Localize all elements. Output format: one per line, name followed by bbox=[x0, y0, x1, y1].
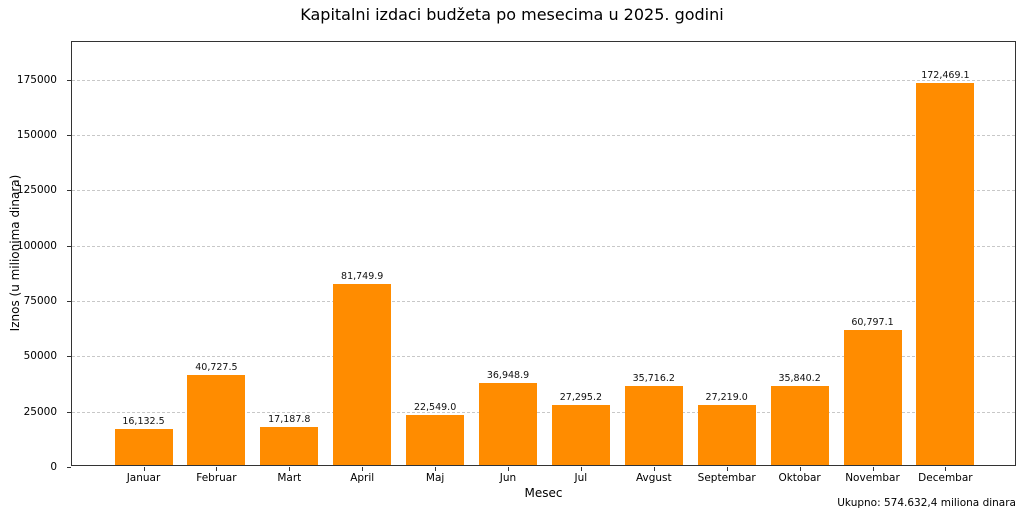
y-tick-mark bbox=[67, 300, 71, 302]
bar-novembar bbox=[843, 330, 902, 465]
bar-april bbox=[333, 284, 392, 465]
x-tick-mark bbox=[653, 467, 655, 471]
y-tick-label: 150000 bbox=[16, 128, 57, 141]
bar-value-label: 172,469.1 bbox=[921, 70, 970, 82]
y-tick-mark bbox=[67, 467, 71, 468]
x-tick-mark bbox=[362, 467, 364, 471]
y-tick-mark bbox=[67, 356, 71, 358]
bar-value-label: 27,295.2 bbox=[559, 391, 603, 403]
y-tick-label: 175000 bbox=[16, 73, 57, 86]
gridline bbox=[72, 245, 1015, 247]
x-tick-label: Decembar bbox=[918, 472, 973, 484]
bar-mart bbox=[260, 426, 319, 465]
bar-oktobar bbox=[770, 385, 829, 465]
bar-value-label: 16,132.5 bbox=[122, 416, 165, 428]
bar-avgust bbox=[624, 385, 683, 465]
bar-maj bbox=[406, 415, 465, 465]
x-tick-mark bbox=[289, 467, 291, 471]
gridline bbox=[72, 356, 1015, 358]
x-tick-mark bbox=[508, 467, 509, 471]
gridline bbox=[72, 134, 1015, 136]
x-tick-label: Novembar bbox=[845, 472, 900, 484]
y-axis-title: Iznos (u milionima dinara) bbox=[8, 174, 22, 332]
bar-value-label: 17,187.8 bbox=[268, 413, 311, 425]
x-tick-mark bbox=[435, 467, 437, 471]
bar-value-label: 81,749.9 bbox=[341, 271, 384, 283]
y-tick-mark bbox=[67, 411, 71, 413]
bar-septembar bbox=[697, 404, 756, 465]
x-tick-mark bbox=[216, 467, 218, 471]
x-tick-label: Januar bbox=[126, 472, 161, 484]
gridline bbox=[72, 79, 1015, 81]
y-tick-label: 50000 bbox=[23, 350, 57, 363]
x-tick-label: Oktobar bbox=[778, 472, 821, 484]
x-tick-label: Mart bbox=[277, 472, 302, 484]
y-tick-label: 125000 bbox=[16, 184, 57, 197]
bar-januar bbox=[114, 429, 173, 465]
x-axis-title: Mesec bbox=[524, 486, 563, 500]
total-annotation: Ukupno: 574.632,4 miliona dinara bbox=[837, 497, 1016, 509]
bar-value-label: 40,727.5 bbox=[195, 361, 238, 373]
x-tick-label: April bbox=[350, 472, 375, 484]
x-tick-label: Jul bbox=[574, 472, 588, 484]
x-tick-label: Septembar bbox=[697, 472, 756, 484]
x-tick-mark bbox=[580, 467, 582, 471]
y-tick-mark bbox=[67, 134, 71, 136]
x-tick-label: Jun bbox=[499, 472, 517, 484]
bar-decembar bbox=[916, 83, 975, 465]
x-tick-label: Maj bbox=[425, 472, 445, 484]
bar-jun bbox=[479, 383, 537, 465]
y-tick-mark bbox=[67, 245, 71, 247]
gridline bbox=[72, 300, 1015, 302]
chart-title: Kapitalni izdaci budžeta po mesecima u 2… bbox=[300, 5, 724, 24]
bar-value-label: 35,840.2 bbox=[778, 372, 821, 384]
bar-value-label: 36,948.9 bbox=[486, 370, 530, 382]
y-tick-label: 25000 bbox=[23, 405, 57, 418]
x-tick-mark bbox=[872, 467, 874, 471]
bar-value-label: 22,549.0 bbox=[413, 402, 457, 414]
bar-value-label: 27,219.0 bbox=[705, 391, 748, 403]
bar-value-label: 60,797.1 bbox=[851, 317, 894, 329]
y-tick-label: 75000 bbox=[23, 294, 57, 307]
bar-februar bbox=[187, 374, 246, 465]
x-tick-mark bbox=[945, 467, 947, 471]
y-tick-label: 100000 bbox=[16, 239, 57, 252]
x-tick-mark bbox=[799, 467, 801, 471]
x-tick-label: Februar bbox=[196, 472, 237, 484]
x-tick-mark bbox=[726, 467, 728, 471]
x-tick-label: Avgust bbox=[635, 472, 672, 484]
gridline bbox=[72, 190, 1015, 192]
y-tick-mark bbox=[67, 190, 71, 192]
bar-value-label: 35,716.2 bbox=[632, 372, 675, 384]
y-tick-mark bbox=[67, 79, 71, 81]
y-tick-label: 0 bbox=[50, 461, 57, 473]
gridline bbox=[72, 411, 1015, 413]
plot-area: 0 25000 50000 75000 100000 125000 150000 175000… bbox=[17, 41, 1016, 484]
x-tick-mark bbox=[143, 467, 145, 471]
bar-jul bbox=[551, 404, 610, 465]
